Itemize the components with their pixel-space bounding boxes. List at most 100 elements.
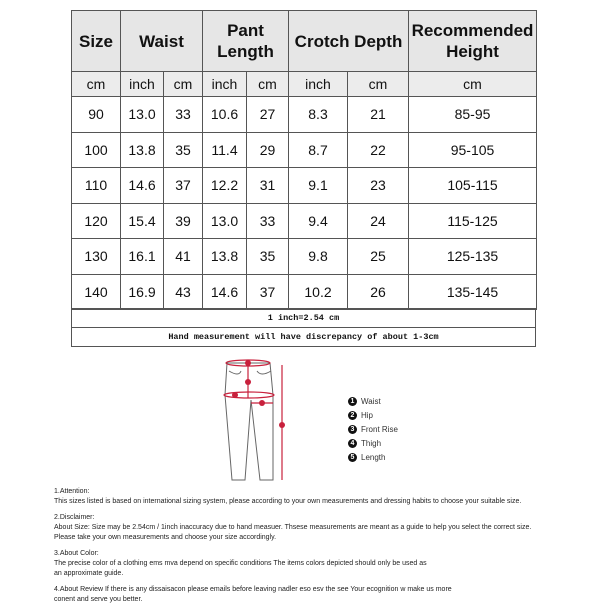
units-row: cm inch cm inch cm inch cm cm [71,71,538,97]
legend-item: 1 Waist [348,394,398,408]
table-cell: 13.8 [120,131,164,168]
table-cell: 10.2 [288,273,348,310]
header-row: Size Waist Pant Length Crotch Depth Reco… [71,10,538,72]
header-crotch-depth: Crotch Depth [287,10,410,72]
legend-label: Front Rise [361,424,398,434]
pants-measurement-diagram [223,359,285,481]
note-title: 3.About Color: [54,550,99,557]
table-cell: 16.9 [120,273,164,310]
table-row: 100 13.8 35 11.4 29 8.7 22 95-105 [71,131,538,168]
table-cell: 31 [246,167,289,204]
header-recommended-height: Recommended Height [408,10,538,72]
table-cell: 10.6 [202,96,247,133]
legend-item: 4 Thigh [348,436,398,450]
table-cell: 13.0 [120,96,164,133]
table-cell: 26 [346,273,410,310]
number-badge-icon: 3 [348,424,357,434]
table-cell: 13.8 [202,238,247,275]
table-cell: 9.1 [288,167,348,204]
header-pant-length: Pant Length [202,10,289,72]
table-cell: 15.4 [120,202,164,239]
note-line: 4.About Review If there is any dissaisac… [54,586,452,593]
legend-item: 5 Length [348,450,398,464]
header-waist: Waist [120,10,203,72]
table-cell: 27 [246,96,289,133]
table-cell: 125-135 [408,238,538,275]
table-cell: 9.8 [288,238,348,275]
table-cell: 13.0 [202,202,247,239]
table-cell: 21 [346,96,410,133]
table-cell: 85-95 [408,96,538,133]
conversion-note: 1 inch=2.54 cm [71,308,536,328]
table-cell: 22 [346,131,410,168]
table-cell: 29 [246,131,289,168]
table-row: 130 16.1 41 13.8 35 9.8 25 125-135 [71,238,538,275]
table-cell: 23 [346,167,410,204]
table-cell: 90 [71,96,121,133]
number-badge-icon: 5 [348,452,357,462]
table-cell: 25 [346,238,410,275]
table-cell: 12.2 [202,167,247,204]
note-line: an approximate guide. [54,570,124,577]
table-cell: 14.6 [202,273,247,310]
note-title: 1.Attention: [54,488,90,495]
legend-label: Thigh [361,438,382,448]
legend-label: Hip [361,410,374,420]
table-cell: 100 [71,131,121,168]
discrepancy-note: Hand measurement will have discrepancy o… [71,327,536,347]
note-block: 2.Disclaimer: About Size: Size may be 2.5… [54,513,531,543]
table-cell: 9.4 [288,202,348,239]
notes-section: 1.Attention: This sizes listed is based o… [54,487,531,611]
table-row: 120 15.4 39 13.0 33 9.4 24 115-125 [71,202,538,239]
unit-cell: inch [202,71,247,97]
unit-cell: cm [346,71,410,97]
table-row: 90 13.0 33 10.6 27 8.3 21 85-95 [71,96,538,133]
measurement-markers [232,360,285,428]
table-cell: 35 [246,238,289,275]
table-cell: 33 [163,96,203,133]
note-block: 4.About Review If there is any dissaisac… [54,585,531,605]
table-cell: 37 [163,167,203,204]
note-block: 1.Attention: This sizes listed is based o… [54,487,531,507]
size-chart-table: Size Waist Pant Length Crotch Depth Reco… [71,10,538,310]
number-badge-icon: 4 [348,438,357,448]
note-line: The precise color of a clothing ems mva … [54,560,427,567]
table-cell: 41 [163,238,203,275]
table-cell: 105-115 [408,167,538,204]
unit-cell: inch [120,71,164,97]
number-badge-icon: 2 [348,410,357,420]
table-cell: 16.1 [120,238,164,275]
table-cell: 37 [246,273,289,310]
table-cell: 11.4 [202,131,247,168]
table-row: 110 14.6 37 12.2 31 9.1 23 105-115 [71,167,538,204]
table-cell: 120 [71,202,121,239]
unit-cell: inch [288,71,348,97]
table-cell: 43 [163,273,203,310]
legend-label: Length [361,452,386,462]
table-cell: 135-145 [408,273,538,310]
unit-cell: cm [71,71,121,97]
unit-cell: cm [163,71,203,97]
table-cell: 130 [71,238,121,275]
note-line: Please take your own measurements and ch… [54,534,277,541]
unit-cell: cm [408,71,538,97]
legend-item: 3 Front Rise [348,422,398,436]
unit-cell: cm [246,71,289,97]
table-cell: 39 [163,202,203,239]
table-cell: 8.7 [288,131,348,168]
number-badge-icon: 1 [348,396,357,406]
table-cell: 95-105 [408,131,538,168]
measurement-legend: 1 Waist 2 Hip 3 Front Rise 4 Thigh 5 Length [348,394,398,464]
table-cell: 140 [71,273,121,310]
note-line: About Size: Size may be 2.54cm / 1inch i… [54,524,532,531]
note-line: This sizes listed is based on internatio… [54,498,522,505]
pants-outline-icon [224,362,274,481]
table-cell: 14.6 [120,167,164,204]
table-cell: 35 [163,131,203,168]
table-cell: 110 [71,167,121,204]
header-size: Size [71,10,121,72]
note-block: 3.About Color: The precise color of a clo… [54,549,531,579]
legend-label: Waist [361,396,381,406]
table-cell: 33 [246,202,289,239]
table-cell: 8.3 [288,96,348,133]
